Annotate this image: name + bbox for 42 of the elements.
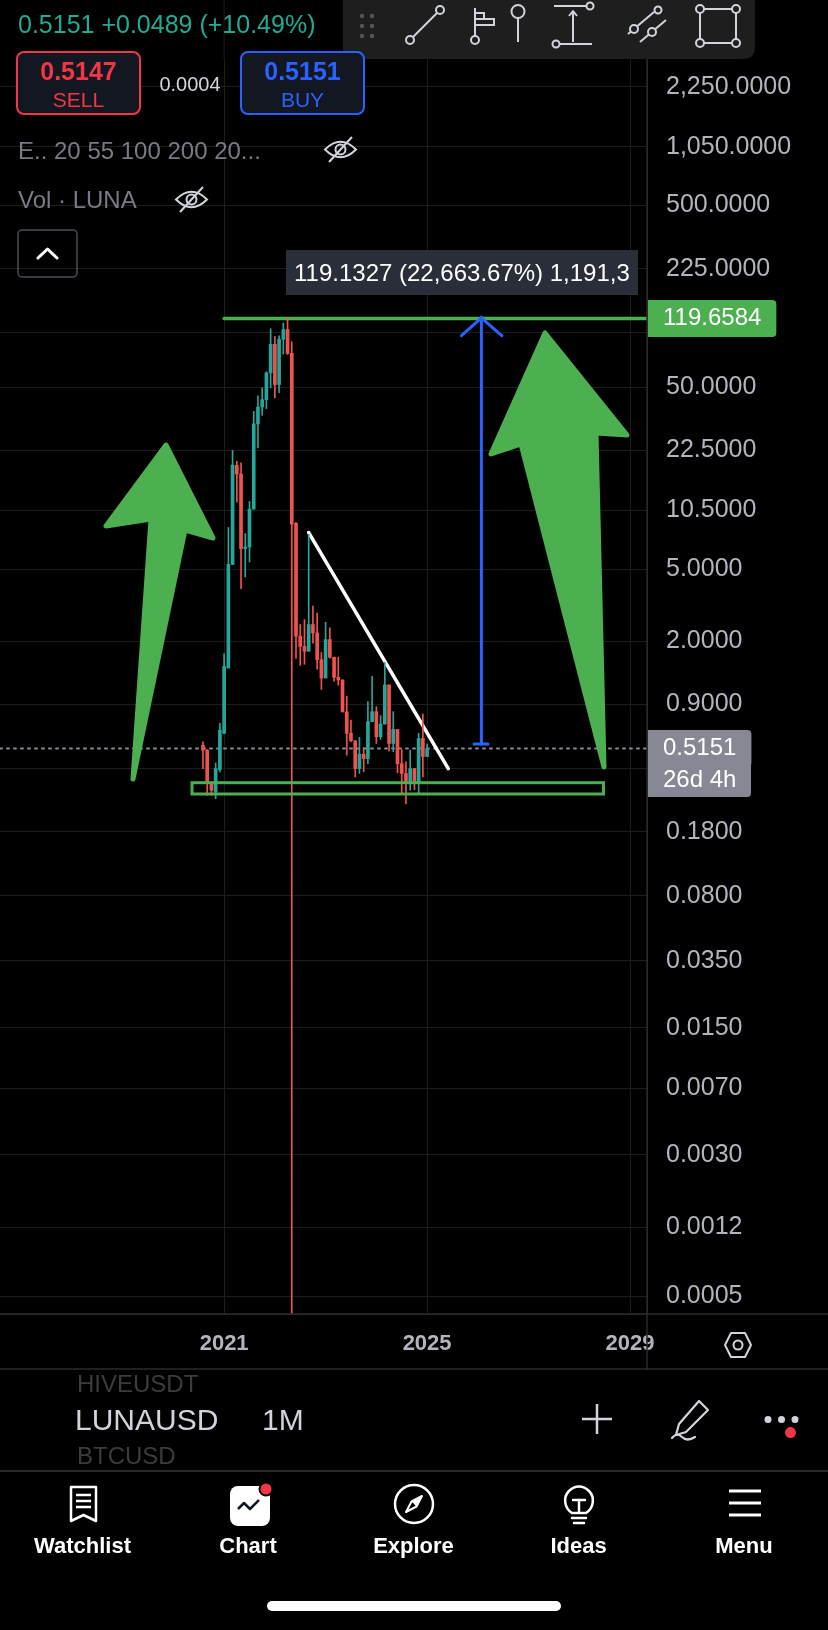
ref-line-label: 0.5151 xyxy=(663,733,737,761)
annotation: 0.5151 xyxy=(264,56,341,86)
y-tick-label: 0.0012 xyxy=(666,1211,743,1240)
y-tick-label: 0.1800 xyxy=(666,815,743,844)
text: 1M xyxy=(262,1402,304,1438)
text: BTCUSD xyxy=(77,1440,176,1470)
y-tick-label: 0.9000 xyxy=(666,688,743,717)
y-tick-label: 0.0070 xyxy=(666,1071,743,1100)
text: LUNAUSD xyxy=(75,1402,219,1438)
y-tick-label: 0.0350 xyxy=(666,944,743,973)
y-tick-label: 0.0800 xyxy=(666,879,743,908)
y-tick-label: 0.0030 xyxy=(666,1138,743,1167)
text: HIVEUSDT xyxy=(77,1368,199,1398)
annotation: 0.0004 xyxy=(159,72,221,96)
data-label: 119.6584 xyxy=(663,303,762,331)
y-tick-label: 10.5000 xyxy=(666,494,757,523)
x-tick-label: 2025 xyxy=(402,1330,452,1356)
y-tick-label: 2,250.0000 xyxy=(666,70,792,99)
annotation: 0.5147 xyxy=(40,56,117,86)
y-tick-label: 0.0005 xyxy=(666,1280,743,1309)
y-tick-label: 225.0000 xyxy=(666,252,771,281)
y-tick-label: 50.0000 xyxy=(666,371,757,400)
y-tick-label: 1,050.0000 xyxy=(666,130,792,159)
text: Watchlist xyxy=(34,1533,131,1559)
text: 0.5151 +0.0489 (+10.49%) xyxy=(18,9,316,39)
annotation: BUY xyxy=(280,86,325,112)
text: Explore xyxy=(373,1533,454,1559)
y-tick-label: 22.5000 xyxy=(666,434,757,463)
text: Ideas xyxy=(550,1533,607,1559)
x-tick-label: 2021 xyxy=(199,1330,249,1356)
text: 26d 4h xyxy=(648,762,752,797)
x-tick-label: 2029 xyxy=(605,1330,655,1356)
y-tick-label: 0.0150 xyxy=(666,1011,743,1040)
y-tick-label: 2.0000 xyxy=(666,625,743,654)
annotation: Vol · LUNA xyxy=(18,184,137,214)
annotation: 119.1327 (22,663.67%) 1,191,3 xyxy=(286,249,638,295)
y-tick-label: 500.0000 xyxy=(666,189,771,218)
y-tick-label: 5.0000 xyxy=(666,553,743,582)
text: Menu xyxy=(715,1533,773,1559)
text: Chart xyxy=(219,1533,277,1559)
annotation: SELL xyxy=(52,86,105,112)
annotation: E.. 20 55 100 200 20... xyxy=(18,135,261,165)
